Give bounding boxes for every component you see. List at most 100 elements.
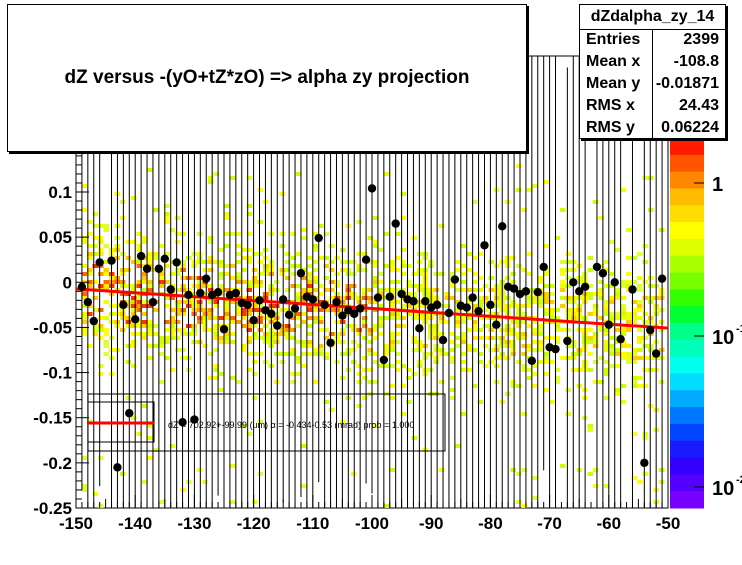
density-cell — [202, 284, 208, 288]
density-cell — [609, 352, 615, 356]
density-cell — [389, 288, 395, 292]
density-cell — [378, 288, 384, 292]
density-cell — [175, 312, 181, 316]
density-cell — [378, 324, 384, 328]
density-cell — [87, 272, 93, 276]
density-cell — [301, 320, 307, 324]
density-cell — [389, 344, 395, 348]
density-cell — [593, 308, 599, 312]
profile-point — [77, 282, 87, 291]
stats-key: Entries — [586, 31, 641, 48]
profile-point — [184, 290, 193, 300]
density-cell — [213, 332, 219, 336]
density-cell — [609, 240, 615, 244]
density-cell — [565, 316, 571, 320]
profile-point — [468, 293, 477, 302]
density-cell — [323, 328, 329, 332]
density-cell — [373, 264, 379, 268]
density-cell — [318, 308, 324, 312]
profile-point — [166, 285, 175, 294]
density-cell — [626, 328, 632, 332]
density-cell — [538, 332, 544, 336]
density-cell — [169, 296, 175, 300]
density-cell — [373, 280, 379, 284]
density-cell — [87, 252, 93, 256]
density-cell — [235, 260, 241, 264]
density-cell — [180, 232, 186, 236]
density-cell — [516, 384, 522, 388]
density-cell — [307, 316, 313, 320]
density-cell — [318, 224, 324, 228]
title-box: dZ versus -(yO+tZ*zO) => alpha zy projec… — [7, 4, 527, 152]
density-cell — [136, 320, 142, 324]
density-cell — [147, 356, 153, 360]
density-cell — [356, 332, 362, 336]
density-cell — [549, 360, 555, 364]
y-tick-label: -0.15 — [33, 409, 72, 428]
density-cell — [81, 236, 87, 240]
density-cell — [450, 388, 456, 392]
density-cell — [103, 244, 109, 248]
density-cell — [87, 232, 93, 236]
density-cell — [604, 284, 610, 288]
density-cell — [356, 300, 362, 304]
density-cell — [549, 292, 555, 296]
density-cell — [626, 320, 632, 324]
density-cell — [642, 296, 648, 300]
density-cell — [158, 244, 164, 248]
density-cell — [472, 336, 478, 340]
density-cell — [120, 200, 126, 204]
density-cell — [516, 312, 522, 316]
density-cell — [169, 228, 175, 232]
density-cell — [532, 372, 538, 376]
density-cell — [565, 344, 571, 348]
density-cell — [224, 332, 230, 336]
density-cell — [142, 332, 148, 336]
density-cell — [169, 316, 175, 320]
density-cell — [477, 336, 483, 340]
density-cell — [488, 328, 494, 332]
density-cell — [246, 308, 252, 312]
density-cell — [153, 308, 159, 312]
density-cell — [488, 316, 494, 320]
density-cell — [92, 328, 98, 332]
density-cell — [92, 280, 98, 284]
density-cell — [334, 280, 340, 284]
density-cell — [164, 216, 170, 220]
density-cell — [378, 292, 384, 296]
density-cell — [609, 336, 615, 340]
density-cell — [598, 292, 604, 296]
profile-point — [83, 297, 93, 307]
density-cell — [516, 188, 522, 192]
density-cell — [538, 280, 544, 284]
density-cell — [274, 336, 280, 340]
density-cell — [615, 312, 621, 316]
density-cell — [510, 332, 516, 336]
density-cell — [246, 260, 252, 264]
density-cell — [197, 300, 203, 304]
palette-swatch — [670, 222, 704, 240]
density-cell — [158, 340, 164, 344]
density-cell — [296, 284, 302, 288]
density-cell — [587, 368, 593, 372]
density-cell — [103, 340, 109, 344]
stats-value: 24.43 — [678, 97, 719, 114]
density-cell — [257, 316, 263, 320]
density-cell — [153, 256, 159, 260]
density-cell — [510, 320, 516, 324]
density-cell — [637, 300, 643, 304]
stats-value: 2399 — [683, 31, 719, 48]
density-cell — [208, 180, 214, 184]
density-cell — [554, 324, 560, 328]
density-cell — [483, 296, 489, 300]
density-cell — [395, 352, 401, 356]
density-cell — [400, 364, 406, 368]
density-cell — [543, 296, 549, 300]
profile-point — [213, 288, 223, 297]
density-cell — [296, 340, 302, 344]
density-cell — [395, 340, 401, 344]
density-cell — [197, 308, 203, 312]
profile-point — [616, 334, 625, 344]
density-cell — [631, 352, 637, 356]
density-cell — [411, 316, 417, 320]
